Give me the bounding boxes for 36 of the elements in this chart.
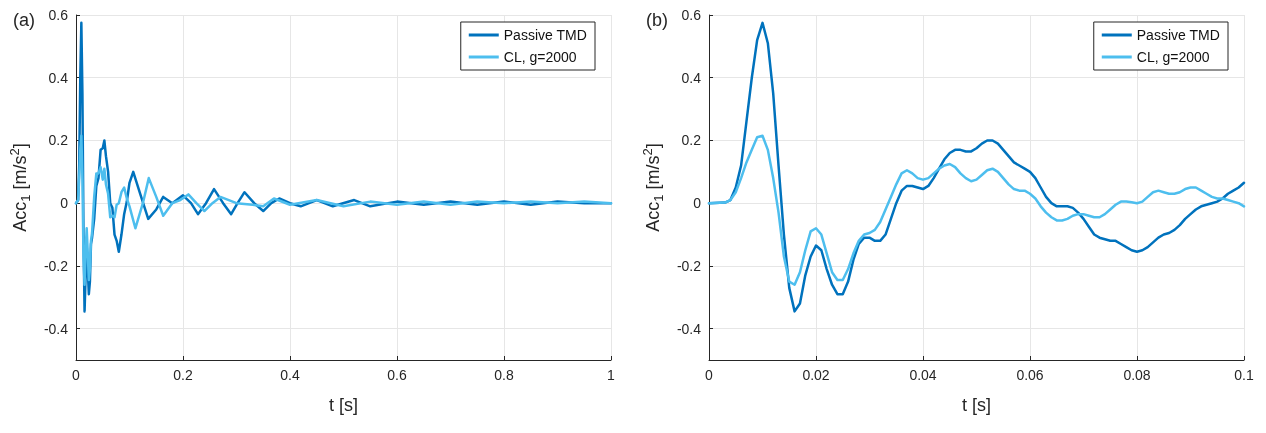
- y-tick-label: -0.4: [676, 320, 702, 337]
- y-tick-label: 0: [60, 195, 69, 212]
- x-tick-label: 0.04: [909, 367, 937, 383]
- x-axis-title: t [s]: [961, 395, 992, 415]
- y-tick-label: -0.2: [676, 257, 702, 274]
- y-tick-label: -0.2: [43, 257, 69, 274]
- x-axis-title: t [s]: [328, 395, 359, 415]
- y-axis-title: Acc1 [m/s2]: [7, 143, 33, 232]
- x-tick-label: 0.4: [280, 367, 300, 383]
- y-tick-label: 0: [693, 195, 702, 212]
- x-tick-label: 0.8: [494, 367, 514, 383]
- x-tick-label: 1: [607, 367, 616, 383]
- x-tick-label: 0.02: [802, 367, 830, 383]
- x-tick-label: 0.2: [173, 367, 193, 383]
- y-tick-label: 0.6: [48, 7, 69, 23]
- chart-title: (b): [646, 10, 668, 30]
- y-axis-title: Acc1 [m/s2]: [640, 143, 666, 232]
- x-tick-label: 0: [705, 367, 714, 383]
- x-tick-label: 0: [72, 367, 81, 383]
- chart-title: (a): [13, 10, 35, 30]
- x-tick-label: 0.08: [1123, 367, 1151, 383]
- y-tick-label: 0.2: [48, 132, 69, 149]
- line-series: [707, 134, 1246, 286]
- y-tick-label: 0.2: [681, 132, 702, 149]
- legend-label: Passive TMD: [503, 27, 587, 43]
- line-series: [74, 134, 613, 286]
- x-tick-label: 0.06: [1016, 367, 1044, 383]
- y-tick-label: -0.4: [43, 320, 69, 337]
- x-tick-label: 0.6: [387, 367, 407, 383]
- x-tick-label: 0.1: [1234, 367, 1254, 383]
- legend-label: CL, g=2000: [1136, 49, 1210, 65]
- legend-label: Passive TMD: [1136, 27, 1220, 43]
- y-tick-label: 0.6: [681, 7, 702, 23]
- y-tick-label: 0.4: [681, 69, 702, 86]
- legend-label: CL, g=2000: [503, 49, 577, 65]
- y-tick-label: 0.4: [48, 69, 69, 86]
